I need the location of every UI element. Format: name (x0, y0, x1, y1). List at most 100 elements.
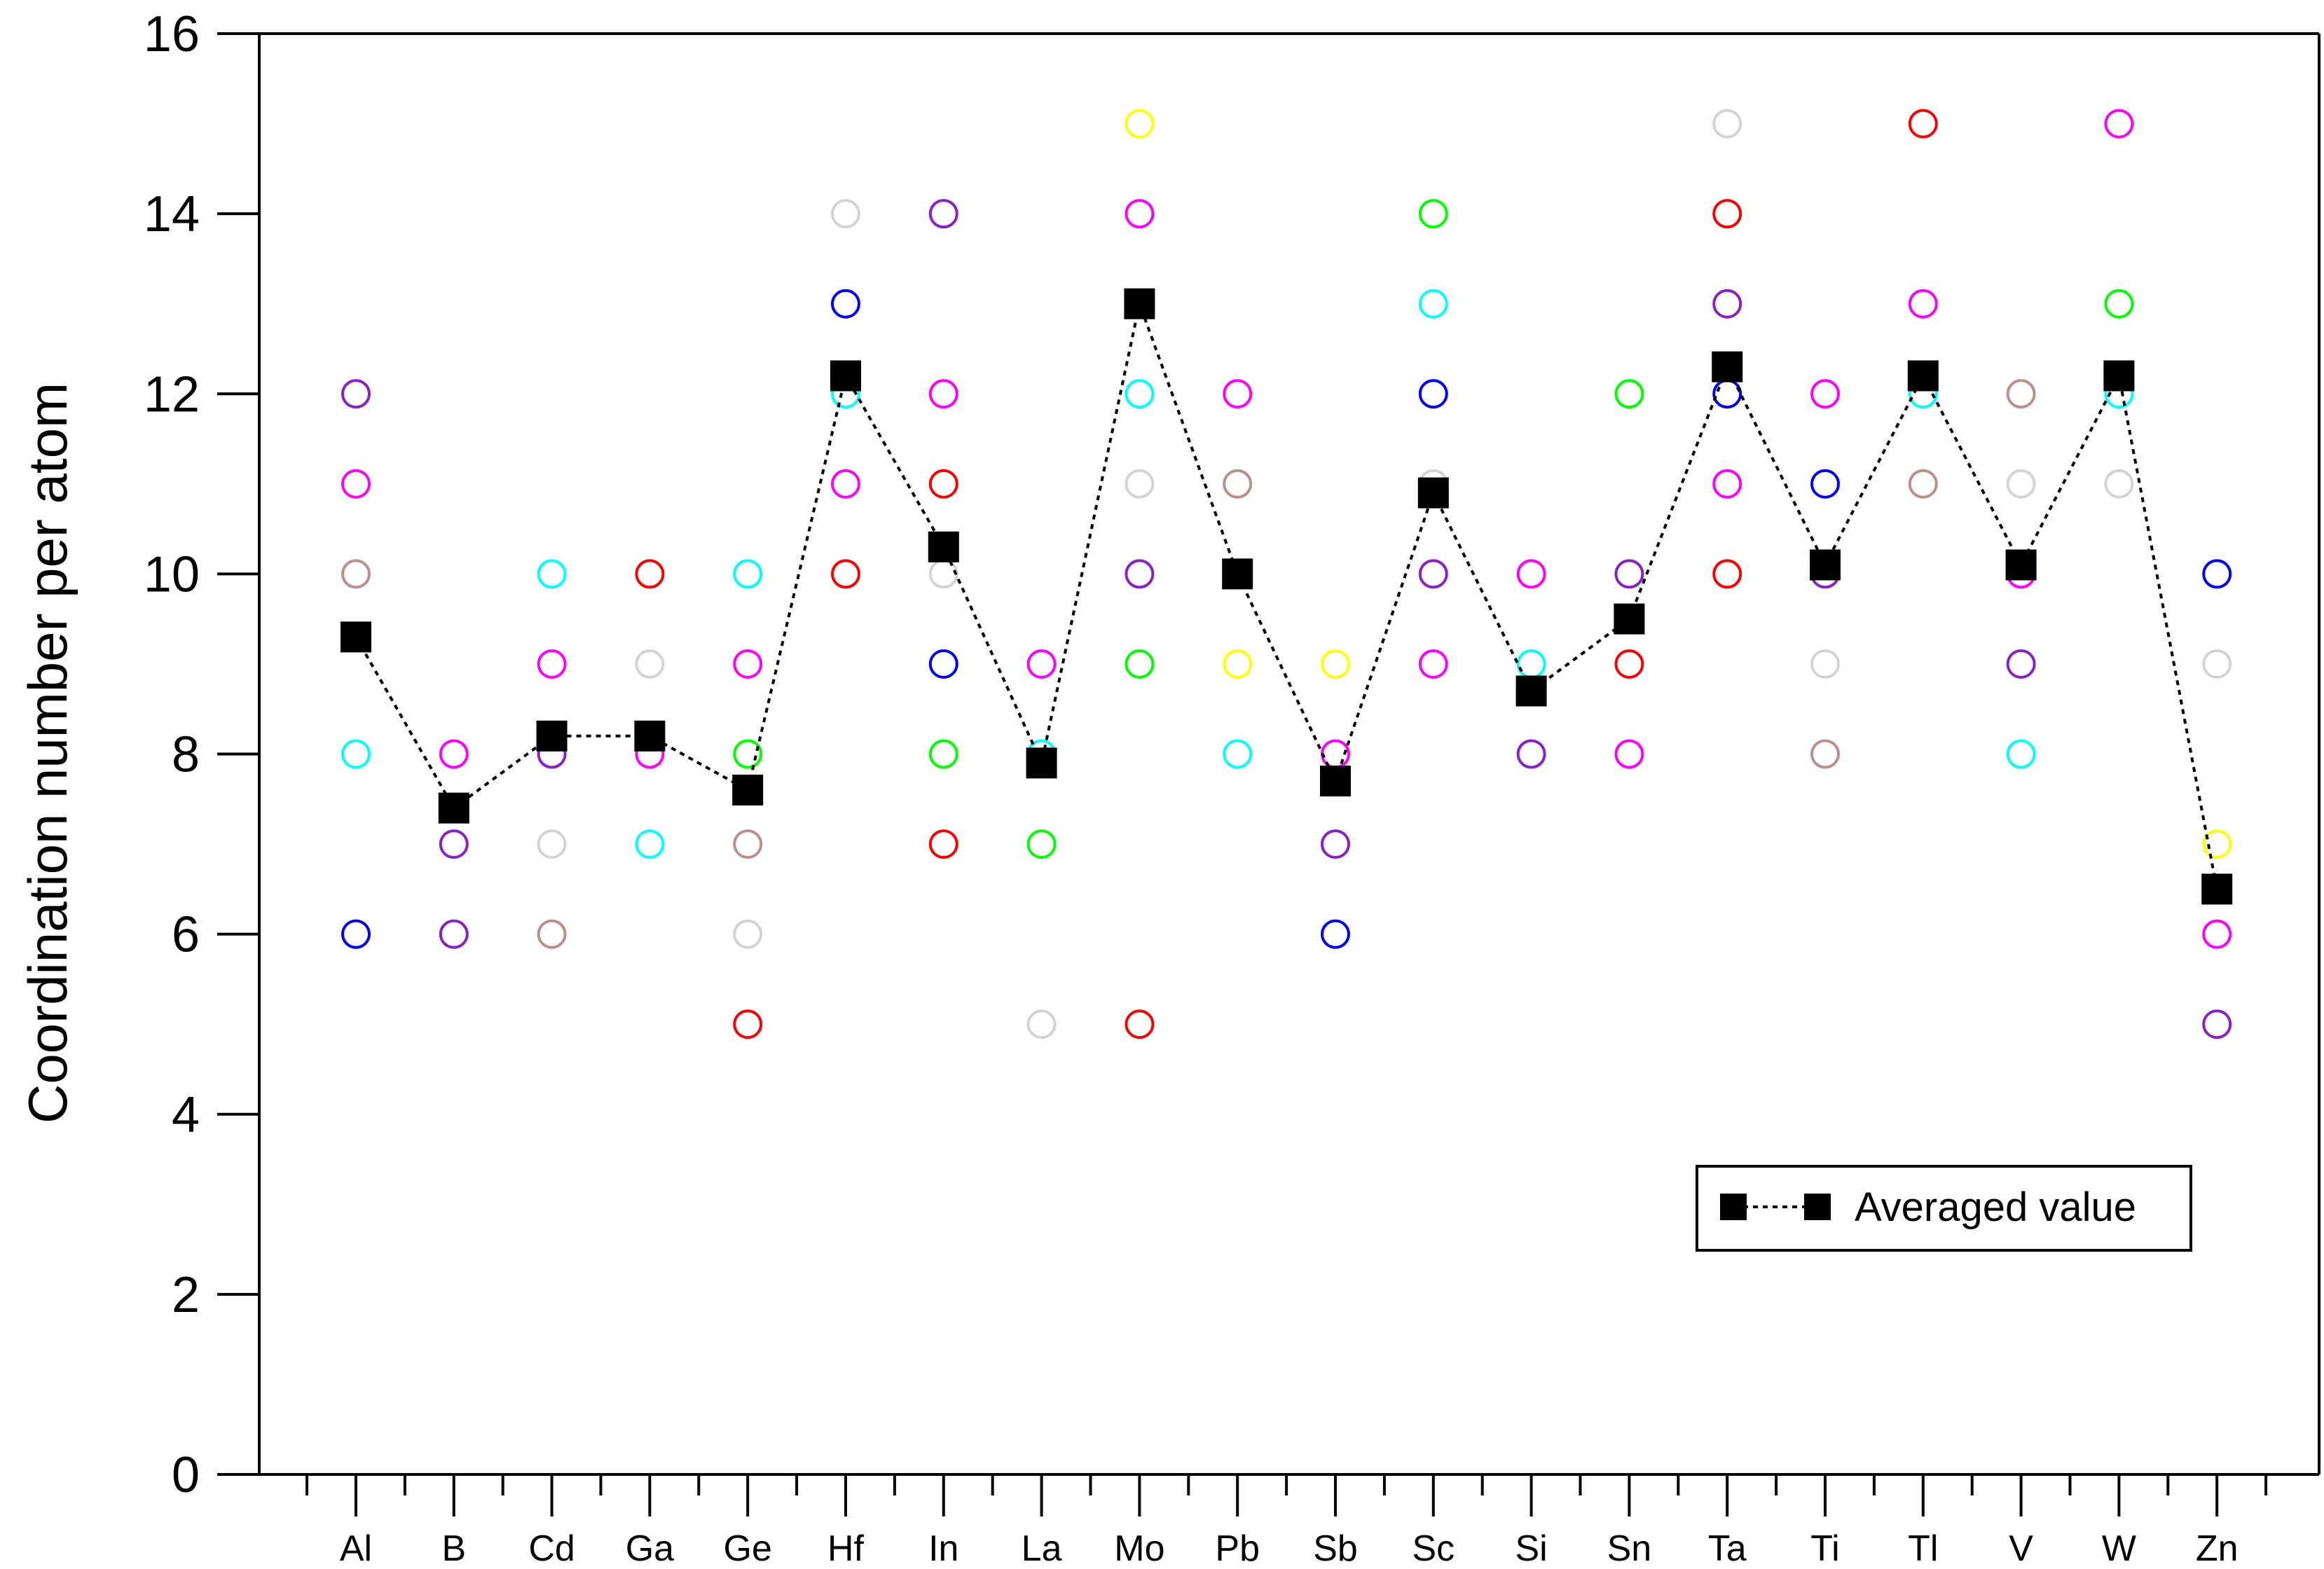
average-marker (2103, 360, 2135, 392)
average-marker (830, 360, 861, 392)
x-ticks: Al B Cd Ga Ge Hf In La Mo Pb Sb Sc Si Sn Ta Ti Tl V W Zn (305, 1474, 2268, 1569)
data-point (928, 199, 958, 229)
legend-label: Averaged value (1855, 1184, 2136, 1230)
data-point (1810, 649, 1840, 679)
data-point (928, 739, 958, 769)
y-tick-label: 14 (144, 186, 200, 242)
data-point (537, 649, 567, 679)
data-point (2202, 919, 2232, 949)
data-point (341, 739, 371, 769)
data-point (831, 559, 860, 589)
data-point (1223, 739, 1253, 769)
x-tick-label: Hf (827, 1528, 865, 1569)
data-point (2006, 469, 2036, 499)
data-point (537, 919, 567, 949)
x-tick-label: La (1022, 1528, 1062, 1569)
average-marker (1417, 477, 1449, 509)
data-point (1712, 289, 1742, 319)
average-line (355, 298, 2219, 890)
data-point (1614, 559, 1644, 589)
data-point (1908, 289, 1938, 319)
data-point (1321, 919, 1350, 949)
average-marker (634, 720, 666, 752)
data-point (1223, 469, 1253, 499)
x-tick-label: Tl (1908, 1528, 1938, 1569)
data-point (439, 829, 469, 859)
data-point (733, 829, 763, 859)
x-tick-label: Ge (724, 1528, 772, 1569)
x-tick-label: Cd (528, 1528, 575, 1569)
data-point (928, 649, 958, 679)
data-point (635, 829, 665, 859)
data-point (1418, 199, 1448, 229)
data-point (928, 469, 958, 499)
x-tick-label: Pb (1215, 1528, 1260, 1569)
x-tick-label: Si (1515, 1528, 1547, 1569)
data-point (341, 919, 371, 949)
data-point (635, 559, 665, 589)
legend-marker-left (1720, 1194, 1747, 1220)
data-point (341, 559, 371, 589)
data-point (1712, 559, 1742, 589)
data-point (439, 739, 469, 769)
data-point (1418, 559, 1448, 589)
average-marker (536, 720, 568, 752)
averaged-series (341, 288, 2233, 905)
data-point (1810, 469, 1840, 499)
data-point (2202, 649, 2232, 679)
average-marker (928, 531, 959, 562)
data-point (733, 649, 763, 679)
data-point (2202, 559, 2232, 589)
data-point (1712, 469, 1742, 499)
data-point (537, 829, 567, 859)
data-point (2202, 1009, 2232, 1039)
x-tick-label: Ti (1810, 1528, 1839, 1569)
data-point (341, 469, 371, 499)
average-marker (1614, 603, 1645, 635)
y-tick-label: 10 (144, 546, 200, 602)
data-point (2202, 829, 2232, 859)
x-tick-label: In (928, 1528, 958, 1569)
y-tick-label: 16 (144, 6, 200, 62)
y-tick-label: 8 (172, 727, 200, 783)
average-marker (1222, 558, 1253, 590)
data-point (928, 829, 958, 859)
data-point (1026, 649, 1057, 679)
data-point (1614, 649, 1644, 679)
data-point (1418, 289, 1448, 319)
data-point (2104, 109, 2134, 139)
average-marker (1026, 747, 1057, 779)
data-point (1614, 379, 1644, 409)
average-marker (1515, 675, 1547, 707)
data-point (1321, 649, 1350, 679)
x-tick-label: Mo (1114, 1528, 1164, 1569)
average-marker (2005, 549, 2037, 581)
data-point (1810, 739, 1840, 769)
y-axis-label: Coordination number per atom (17, 382, 78, 1124)
data-point (2104, 469, 2134, 499)
data-point (635, 649, 665, 679)
average-marker (438, 792, 469, 824)
average-marker (1810, 549, 1841, 581)
data-point (1125, 649, 1155, 679)
data-point (1125, 559, 1155, 589)
data-point (831, 289, 860, 319)
data-point (1125, 469, 1155, 499)
average-marker (1124, 288, 1155, 319)
data-point (1223, 379, 1253, 409)
data-point (1125, 379, 1155, 409)
data-point (1321, 829, 1350, 859)
x-tick-label: Sn (1607, 1528, 1652, 1569)
x-tick-label: Zn (2196, 1528, 2239, 1569)
data-point (831, 469, 860, 499)
average-marker (1712, 351, 1743, 382)
data-point (1418, 649, 1448, 679)
data-point (1026, 829, 1057, 859)
data-point (831, 199, 860, 229)
data-point (733, 919, 763, 949)
x-tick-label: W (2102, 1528, 2136, 1569)
average-marker (1907, 360, 1939, 392)
data-point (733, 739, 763, 769)
